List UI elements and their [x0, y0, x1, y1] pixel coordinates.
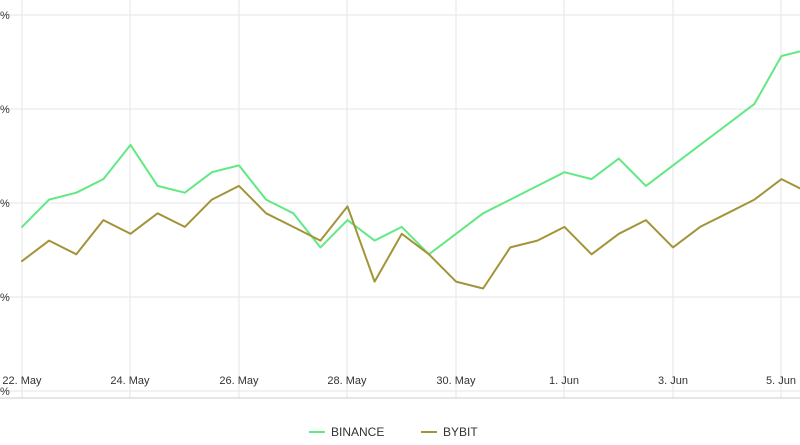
x-tick-labels: 22. May 24. May 26. May 28. May 30. May 1. Ju…	[2, 375, 796, 387]
series-lines	[21, 50, 800, 290]
x-tick-label-4: 30. May	[436, 375, 476, 387]
series-line-bybit	[21, 178, 800, 290]
x-tick-label-7: 5. Jun	[766, 375, 796, 387]
y-tick-labels: %%%%%	[0, 10, 10, 398]
x-tick-label-6: 3. Jun	[658, 375, 688, 387]
y-tick-label-0: %	[0, 10, 10, 22]
legend-label-binance: BINANCE	[331, 425, 384, 439]
x-tick-label-1: 24. May	[110, 375, 150, 387]
legend: BINANCE BYBIT	[309, 425, 478, 439]
x-tick-label-5: 1. Jun	[549, 375, 579, 387]
legend-label-bybit: BYBIT	[443, 425, 478, 439]
y-tick-label-1: %	[0, 104, 10, 116]
legend-item-bybit[interactable]: BYBIT	[421, 425, 478, 439]
x-tick-label-2: 26. May	[219, 375, 259, 387]
series-line-binance	[21, 50, 800, 256]
y-tick-label-3: %	[0, 292, 10, 304]
legend-item-binance[interactable]: BINANCE	[309, 425, 384, 439]
y-tick-label-2: %	[0, 198, 10, 210]
grid-lines	[0, 0, 800, 399]
y-tick-label-4: %	[0, 386, 10, 398]
x-tick-label-3: 28. May	[327, 375, 367, 387]
x-tick-label-0: 22. May	[2, 375, 42, 387]
